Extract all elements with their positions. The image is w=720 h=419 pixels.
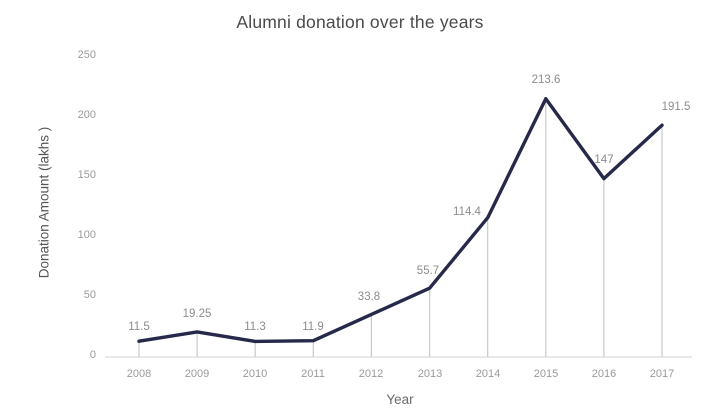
data-point-label: 191.5 xyxy=(661,101,691,113)
y-tick-label: 0 xyxy=(89,349,96,361)
x-tick-label: 2016 xyxy=(591,368,617,380)
x-tick-label: 2014 xyxy=(475,368,501,380)
y-tick-label: 200 xyxy=(77,109,96,121)
x-tick-label: 2011 xyxy=(301,368,325,380)
data-point-label: 213.6 xyxy=(531,74,561,86)
data-point-label: 19.25 xyxy=(182,308,212,320)
y-tick-label: 100 xyxy=(77,229,96,241)
x-tick-label: 2012 xyxy=(358,368,384,380)
x-axis-title: Year xyxy=(386,392,414,407)
y-tick-label: 250 xyxy=(77,49,96,61)
data-point-label: 11.3 xyxy=(244,321,266,333)
y-tick-label: 50 xyxy=(83,289,96,301)
data-point-label: 11.5 xyxy=(128,321,150,333)
chart-title: Alumni donation over the years xyxy=(236,12,484,32)
x-tick-label: 2010 xyxy=(242,368,268,380)
x-tick-label: 2017 xyxy=(649,368,675,380)
x-tick-label: 2008 xyxy=(126,368,152,380)
data-point-label: 11.9 xyxy=(302,321,324,333)
drop-lines xyxy=(138,98,663,357)
x-tick-label: 2013 xyxy=(417,368,443,380)
data-point-label: 114.4 xyxy=(453,206,481,218)
data-point-label: 147 xyxy=(594,154,614,166)
data-point-label: 33.8 xyxy=(357,291,381,303)
data-line-series xyxy=(137,96,664,344)
x-tick-label: 2009 xyxy=(184,368,210,380)
x-tick-label: 2015 xyxy=(533,368,559,380)
data-point-label: 55.7 xyxy=(416,265,440,277)
y-tick-label: 150 xyxy=(77,169,96,181)
